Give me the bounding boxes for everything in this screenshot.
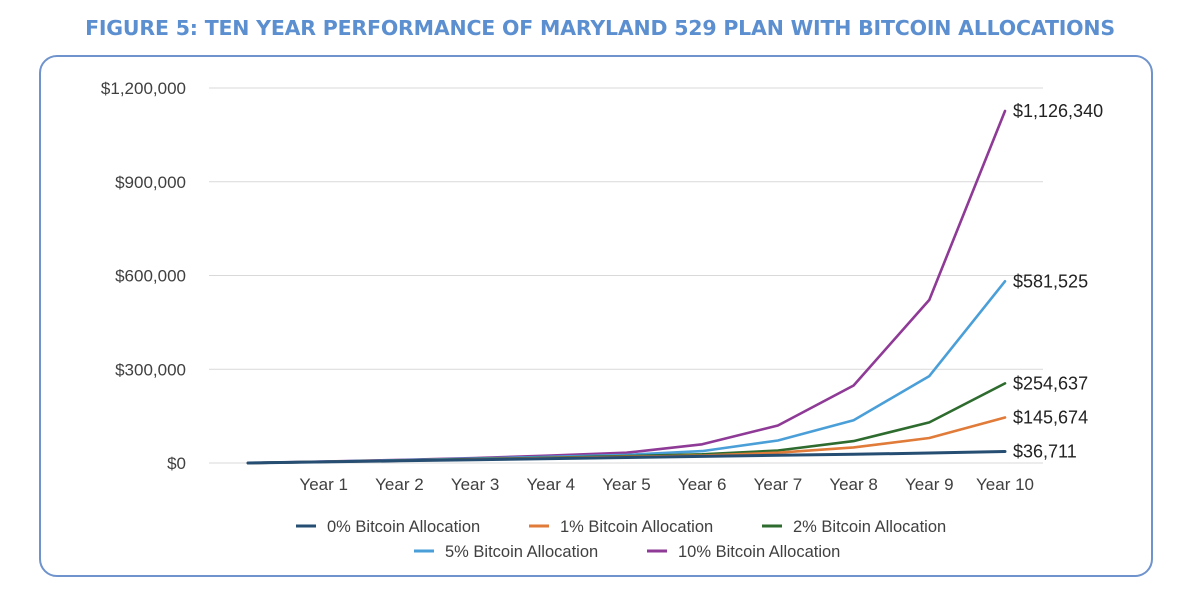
- figure-title: FIGURE 5: TEN YEAR PERFORMANCE OF MARYLA…: [85, 16, 1115, 40]
- y-tick-label: $0: [167, 454, 186, 473]
- data-label: $36,711: [1013, 442, 1077, 462]
- legend-label: 10% Bitcoin Allocation: [678, 543, 840, 561]
- y-tick-label: $600,000: [115, 267, 186, 286]
- x-tick-label: Year 10: [976, 475, 1034, 494]
- data-label: $581,525: [1013, 271, 1088, 291]
- data-label: $1,126,340: [1013, 101, 1103, 121]
- data-label: $254,637: [1013, 373, 1088, 393]
- x-tick-label: Year 8: [829, 475, 878, 494]
- x-tick-label: Year 6: [678, 475, 727, 494]
- series-line-0pct: [246, 450, 1007, 465]
- series-line-10pct: [246, 109, 1007, 465]
- legend-item: 0% Bitcoin Allocation: [296, 518, 480, 536]
- x-tick-label: Year 2: [375, 475, 424, 494]
- data-label: $145,674: [1013, 407, 1088, 427]
- legend-label: 5% Bitcoin Allocation: [445, 543, 598, 561]
- x-tick-label: Year 5: [602, 475, 651, 494]
- x-tick-label: Year 1: [299, 475, 348, 494]
- legend-label: 2% Bitcoin Allocation: [793, 518, 946, 536]
- y-tick-label: $1,200,000: [101, 79, 186, 98]
- x-tick-label: Year 7: [754, 475, 803, 494]
- y-tick-label: $300,000: [115, 360, 186, 379]
- x-tick-label: Year 3: [451, 475, 500, 494]
- legend-item: 2% Bitcoin Allocation: [762, 518, 946, 536]
- x-tick-label: Year 9: [905, 475, 954, 494]
- legend-label: 1% Bitcoin Allocation: [560, 518, 713, 536]
- y-tick-label: $900,000: [115, 173, 186, 192]
- chart-frame: [39, 55, 1153, 577]
- legend-item: 1% Bitcoin Allocation: [529, 518, 713, 536]
- x-tick-label: Year 4: [527, 475, 576, 494]
- series-line-2pct: [246, 382, 1007, 465]
- series-line-5pct: [246, 279, 1007, 465]
- legend-item: 10% Bitcoin Allocation: [647, 543, 840, 561]
- legend-item: 5% Bitcoin Allocation: [414, 543, 598, 561]
- legend-label: 0% Bitcoin Allocation: [327, 518, 480, 536]
